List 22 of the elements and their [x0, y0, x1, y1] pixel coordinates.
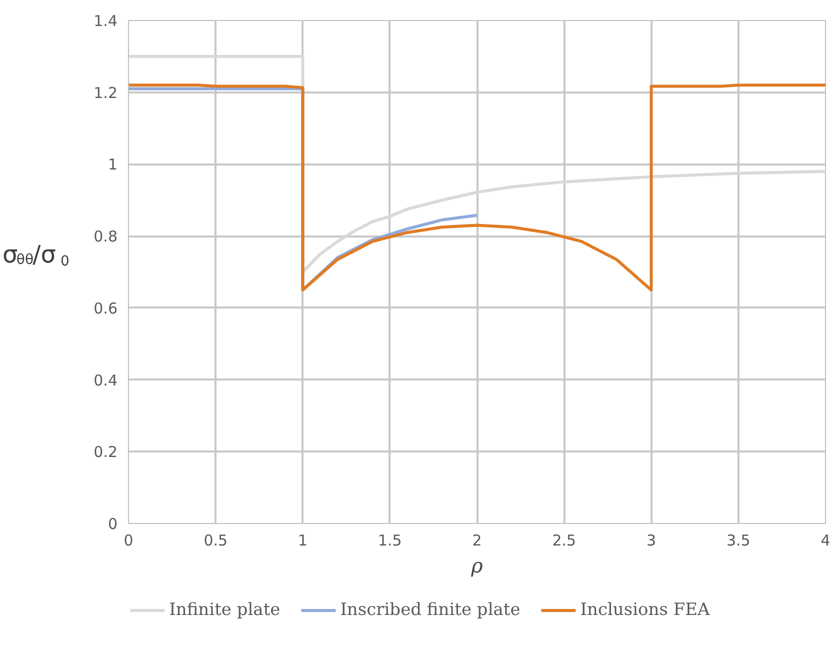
legend-label: Inscribed finite plate	[340, 600, 520, 620]
legend-label: Inclusions FEA	[580, 600, 710, 620]
x-tick-label: 2	[472, 532, 482, 550]
x-tick-label: 0	[124, 532, 134, 550]
y-tick-label: 1	[108, 156, 118, 174]
y-tick-label: 0.2	[94, 443, 118, 462]
x-axis-title: ρ	[470, 554, 484, 578]
y-tick-label: 1.2	[94, 84, 118, 102]
y-tick-label: 0.4	[94, 371, 118, 390]
x-tick-label: 0.5	[204, 532, 228, 550]
y-tick-label: 0.6	[94, 299, 118, 318]
x-tick-label: 3	[646, 532, 656, 550]
y-tick-label: 0.8	[94, 228, 118, 246]
x-tick-label: 1	[298, 532, 308, 550]
x-tick-label: 4	[820, 532, 830, 550]
x-tick-label: 2.5	[552, 532, 576, 550]
y-tick-label: 1.4	[94, 12, 118, 30]
x-tick-label: 1.5	[378, 532, 402, 550]
y-tick-label: 0	[108, 515, 118, 533]
line-series	[128, 84, 826, 292]
x-tick-label: 3.5	[726, 532, 750, 550]
legend-label: Infinite plate	[169, 600, 280, 620]
